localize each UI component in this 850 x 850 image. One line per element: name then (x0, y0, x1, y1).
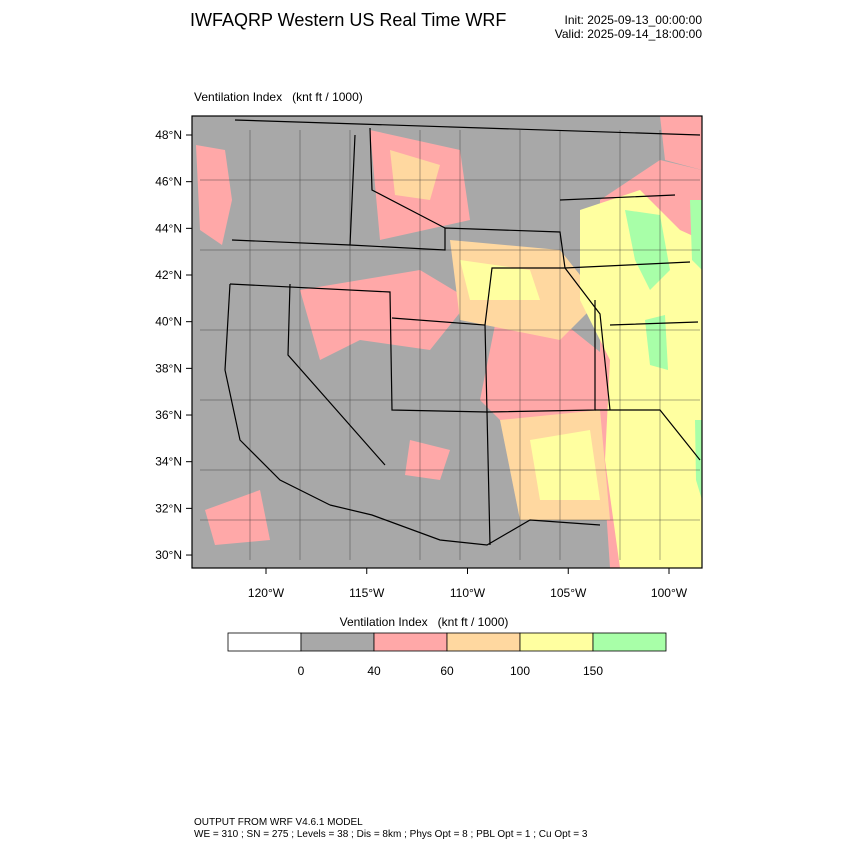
lat-label: 30°N (155, 548, 182, 562)
lat-label: 46°N (155, 175, 182, 189)
colorbar-box (373, 632, 448, 652)
lon-label: 120°W (248, 586, 285, 600)
valid-time: Valid: 2025-09-14_18:00:00 (555, 27, 703, 41)
colorbar-tick: 0 (298, 664, 305, 678)
lon-label: 115°W (349, 586, 385, 600)
map (191, 115, 703, 569)
footer-line: OUTPUT FROM WRF V4.6.1 MODEL (194, 817, 363, 828)
map-label: Ventilation Index (knt ft / 1000) (194, 90, 363, 104)
colorbar-box (227, 632, 302, 652)
lat-label: 38°N (155, 361, 182, 375)
lat-label: 34°N (155, 455, 182, 469)
title: IWFAQRP Western US Real Time WRF (190, 10, 506, 30)
colorbar-tick: 40 (367, 664, 381, 678)
colorbar-tick: 60 (440, 664, 454, 678)
colorbar-tick: 150 (583, 664, 603, 678)
init-time: Init: 2025-09-13_00:00:00 (565, 13, 703, 27)
lat-label: 48°N (155, 128, 182, 142)
colorbar-box (446, 632, 521, 652)
lat-label: 40°N (155, 315, 182, 329)
lat-label: 32°N (155, 501, 182, 515)
lon-label: 105°W (550, 586, 587, 600)
lat-label: 44°N (155, 221, 182, 235)
footer-line: WE = 310 ; SN = 275 ; Levels = 38 ; Dis … (194, 829, 588, 840)
lon-label: 110°W (450, 586, 486, 600)
colorbar-title: Ventilation Index (knt ft / 1000) (340, 615, 509, 629)
colorbar-box (592, 632, 667, 652)
lat-label: 36°N (155, 408, 182, 422)
lon-label: 100°W (651, 586, 688, 600)
lat-label: 42°N (155, 268, 182, 282)
colorbar-box (300, 632, 375, 652)
colorbar-box (519, 632, 594, 652)
colorbar-tick: 100 (510, 664, 530, 678)
